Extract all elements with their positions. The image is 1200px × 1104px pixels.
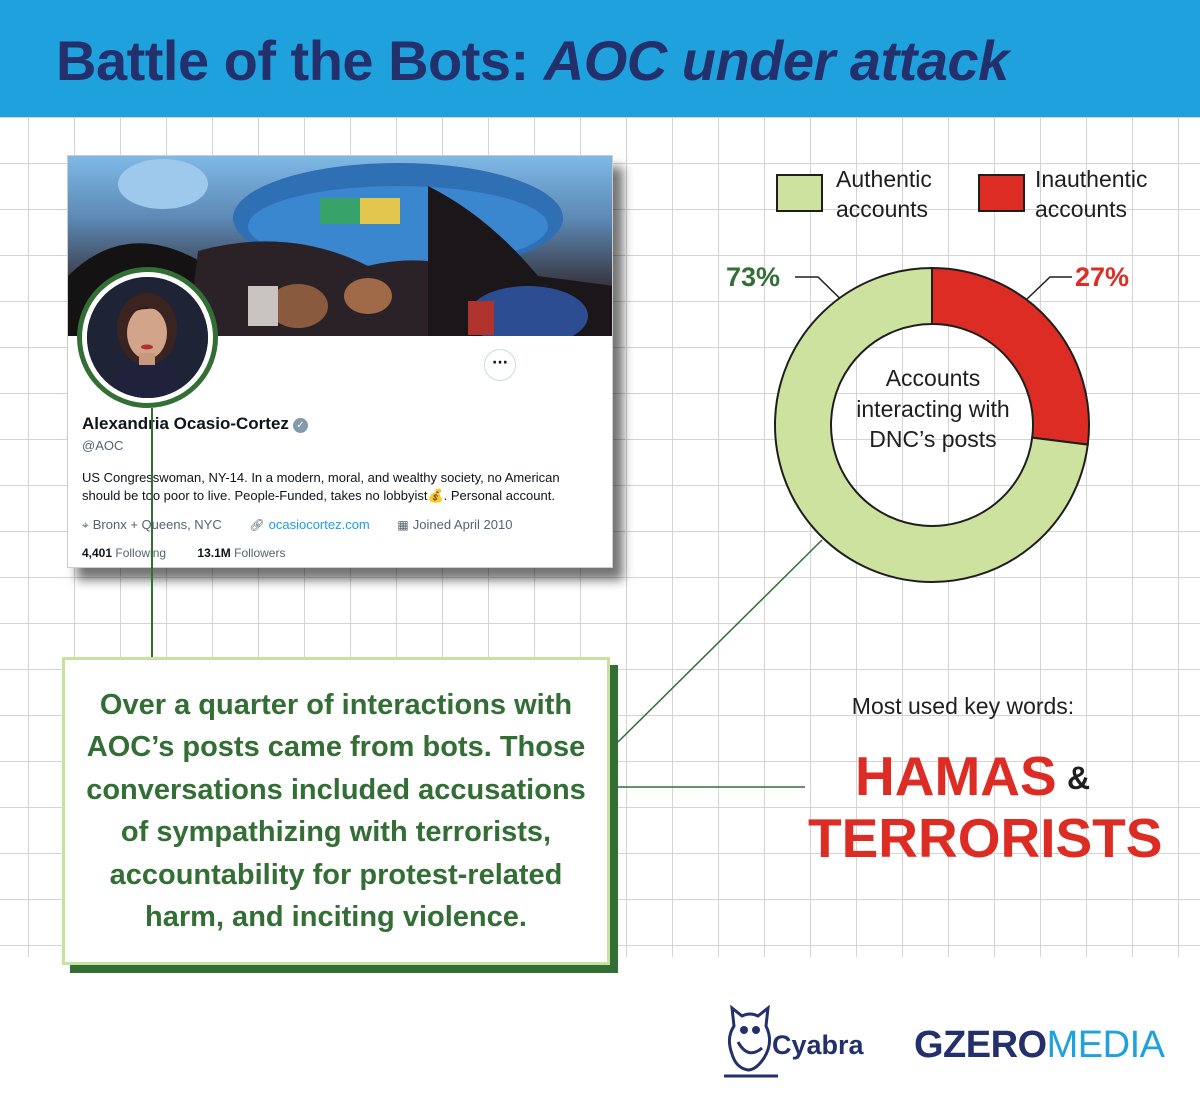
slice-label-inauthentic: 27%	[1075, 262, 1130, 292]
profile-stats: 4,401 Following 13.1M Followers	[82, 546, 313, 560]
legend-label-inauthentic: Inauthentic accounts	[1035, 166, 1148, 222]
profile-handle: @AOC	[82, 438, 124, 453]
avatar	[77, 267, 218, 408]
donut-slice-inauthentic	[931, 266, 1090, 446]
owl-logo-icon	[724, 1004, 778, 1078]
keyword-ampersand: &	[1067, 760, 1091, 796]
more-options-button[interactable]: ···	[484, 349, 516, 381]
website-item[interactable]: 🔗︎ ocasiocortez.com	[249, 517, 370, 532]
slice-label-authentic: 73%	[726, 262, 781, 292]
legend-swatch-inauthentic	[978, 174, 1025, 212]
gzero-media-logo: GZEROMEDIA	[914, 1024, 1165, 1066]
followers-stat[interactable]: 13.1M Followers	[197, 546, 286, 560]
profile-bio: US Congresswoman, NY-14. In a modern, mo…	[82, 470, 560, 503]
calendar-icon: ▦	[397, 518, 409, 532]
donut-slice-authentic	[774, 266, 1089, 583]
following-stat[interactable]: 4,401 Following	[82, 546, 167, 560]
callout-text: Over a quarter of interactions with AOC’…	[86, 688, 586, 934]
header-banner: Battle of the Bots: AOC under attack	[0, 0, 1200, 117]
keywords-title: Most used key words:	[851, 693, 1075, 719]
profile-name: Alexandria Ocasio-Cortez ✓	[82, 414, 308, 434]
verified-badge-icon: ✓	[292, 418, 308, 433]
keyword-terrorists: TERRORISTS	[808, 807, 1163, 869]
location-pin-icon: ⌖	[82, 518, 89, 532]
cyabra-logo: Cyabra	[772, 1030, 864, 1060]
callout-box: Over a quarter of interactions with AOC’…	[62, 657, 610, 965]
link-icon: 🔗︎	[249, 518, 265, 532]
location-item: ⌖ Bronx + Queens, NYC	[82, 517, 222, 532]
joined-item: ▦ Joined April 2010	[397, 517, 513, 532]
profile-meta: ⌖ Bronx + Queens, NYC 🔗︎ ocasiocortez.com …	[82, 517, 536, 533]
page-title: Battle of the Bots: AOC under attack	[56, 29, 1009, 92]
keyword-hamas: HAMAS	[855, 745, 1057, 807]
donut-center-label: Accounts interacting with DNC’s posts	[856, 365, 1010, 452]
legend-label-authentic: Authentic accounts	[836, 166, 932, 222]
legend-swatch-authentic	[776, 174, 823, 212]
